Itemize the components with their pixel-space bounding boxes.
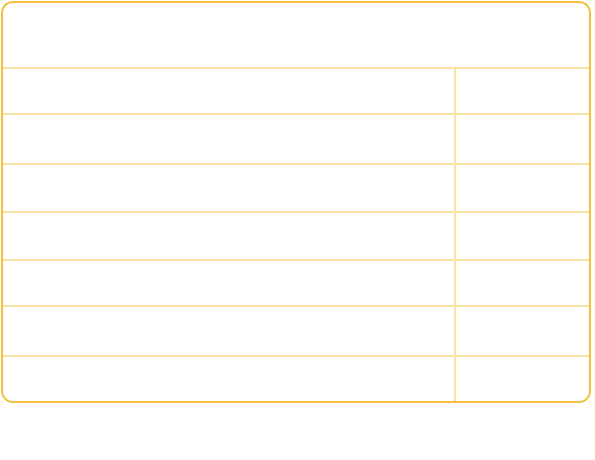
- row-label-cell: [3, 164, 455, 213]
- row-label-cell: [3, 212, 455, 261]
- table-row: [3, 356, 589, 401]
- row-value-cell: [454, 260, 589, 307]
- table-row: [3, 164, 589, 213]
- row-value-cell: [454, 69, 589, 115]
- table-row: [3, 69, 589, 115]
- row-label-cell: [3, 114, 455, 165]
- row-value-cell: [454, 306, 589, 357]
- row-label-cell: [3, 260, 455, 307]
- table-row: [3, 260, 589, 307]
- table-row: [3, 212, 589, 261]
- table-card: [1, 1, 591, 403]
- table-row: [3, 114, 589, 165]
- row-value-cell: [454, 164, 589, 213]
- row-value-cell: [454, 356, 589, 401]
- row-label-cell: [3, 69, 455, 115]
- table-row: [3, 306, 589, 357]
- row-label-cell: [3, 356, 455, 401]
- data-table: [3, 69, 589, 401]
- card-header: [3, 3, 589, 69]
- row-value-cell: [454, 212, 589, 261]
- row-value-cell: [454, 114, 589, 165]
- row-label-cell: [3, 306, 455, 357]
